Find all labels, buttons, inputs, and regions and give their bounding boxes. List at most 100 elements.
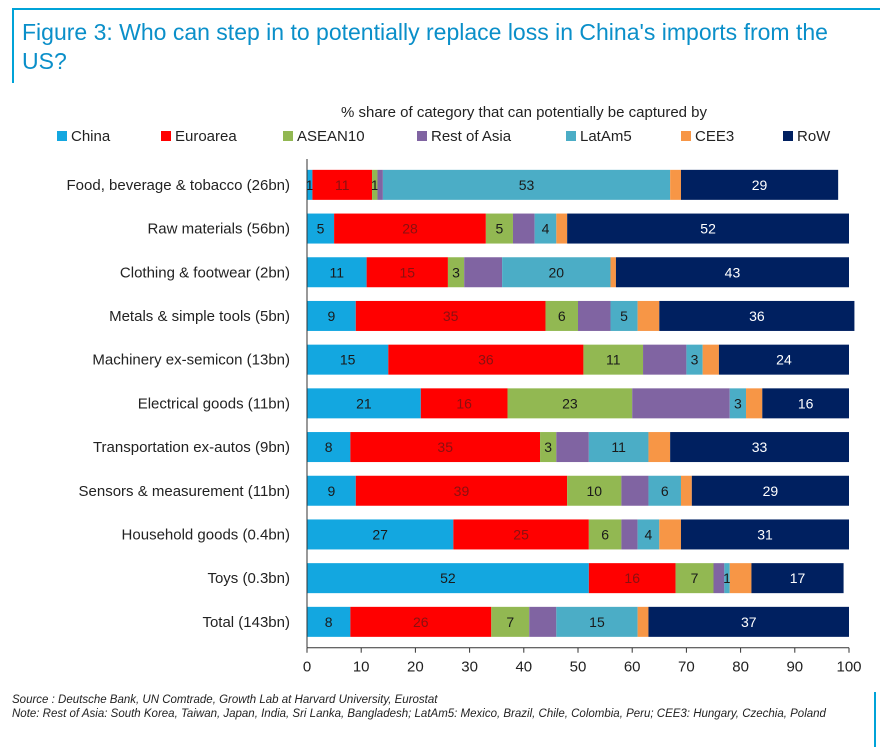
bar-asean10-5 [507,388,633,419]
data-label-euroarea-0: 11 [335,177,350,193]
x-tick-label-40: 40 [515,659,532,676]
x-tick-label-80: 80 [732,659,749,676]
data-label-latam5-8: 4 [645,526,653,542]
bar-asean10-7 [567,475,622,506]
legend-swatch-row [783,131,793,141]
legend-subtitle: % share of category that can potentially… [341,104,708,121]
data-label-row-9: 17 [790,570,806,586]
bar-asean10-4 [583,344,644,375]
data-label-row-1: 52 [700,221,716,237]
legend-label-row: RoW [797,128,831,145]
bar-latam5-6 [588,432,649,463]
bar-euroarea-5 [420,388,508,419]
x-tick-label-100: 100 [836,659,861,676]
bar-cee3-10 [637,606,649,637]
data-label-latam5-5: 3 [734,395,742,411]
bar-cee3-2 [610,257,616,288]
data-label-asean10-3: 6 [558,308,566,324]
bar-cee3-5 [746,388,763,419]
bar-euroarea-9 [588,563,676,594]
bar-cee3-6 [648,432,671,463]
bar-rest-of-asia-3 [578,300,611,331]
frame-left-rule [12,8,14,83]
bar-china-5 [307,388,421,419]
data-label-euroarea-1: 28 [402,221,418,237]
bar-euroarea-8 [453,519,589,550]
bar-asean10-2 [447,257,465,288]
category-label-sensors-measurement-11bn: Sensors & measurement (11bn) [79,483,291,500]
data-label-euroarea-5: 16 [456,395,472,411]
bar-china-6 [307,432,351,463]
legend-swatch-china [57,131,67,141]
bar-rest-of-asia-8 [621,519,638,550]
bar-rest-of-asia-6 [556,432,589,463]
data-label-latam5-2: 20 [549,264,565,280]
data-label-euroarea-4: 36 [478,352,494,368]
bar-latam5-5 [729,388,747,419]
bar-euroarea-1 [334,213,486,244]
bar-cee3-7 [680,475,692,506]
data-label-row-6: 33 [752,439,768,455]
bar-row-2 [615,257,849,288]
bar-rest-of-asia-9 [713,563,725,594]
data-label-latam5-10: 15 [589,614,605,630]
frame-bottom-rule [874,692,876,747]
data-label-row-8: 31 [757,526,773,542]
data-label-latam5-0: 53 [519,177,535,193]
bar-cee3-1 [556,213,568,244]
bar-asean10-8 [588,519,622,550]
data-label-euroarea-3: 35 [443,308,459,324]
bar-asean10-3 [545,300,578,331]
data-label-euroarea-7: 39 [454,483,470,499]
bar-row-1 [567,213,849,244]
legend-label-rest-of-asia: Rest of Asia [431,128,512,145]
data-label-asean10-1: 5 [496,221,504,237]
bar-euroarea-4 [388,344,584,375]
bar-row-10 [648,606,849,637]
x-tick-label-10: 10 [353,659,370,676]
x-tick-label-90: 90 [786,659,803,676]
bar-rest-of-asia-4 [643,344,687,375]
bar-china-4 [307,344,389,375]
data-label-row-2: 43 [725,264,741,280]
legend-label-latam5: LatAm5 [580,128,632,145]
data-label-euroarea-10: 26 [413,614,429,630]
data-label-asean10-0: 1 [371,177,379,193]
data-label-latam5-7: 6 [661,483,669,499]
data-label-china-6: 8 [325,439,333,455]
x-tick-label-60: 60 [624,659,641,676]
bar-euroarea-10 [350,606,492,637]
bar-rest-of-asia-2 [464,257,503,288]
data-label-asean10-2: 3 [452,264,460,280]
data-label-latam5-4: 3 [691,352,699,368]
legend-label-asean10: ASEAN10 [297,128,365,145]
bar-china-10 [307,606,351,637]
legend-label-china: China [71,128,111,145]
bar-row-0 [680,169,839,200]
data-label-china-4: 15 [340,352,356,368]
data-label-china-8: 27 [372,526,388,542]
bar-latam5-7 [648,475,681,506]
data-label-row-7: 29 [763,483,779,499]
legend-swatch-latam5 [566,131,576,141]
bar-cee3-0 [670,169,681,200]
data-label-asean10-8: 6 [601,526,609,542]
bar-latam5-1 [534,213,557,244]
bar-rest-of-asia-0 [377,169,383,200]
data-label-china-7: 9 [327,483,335,499]
bar-euroarea-7 [355,475,568,506]
bar-asean10-6 [540,432,557,463]
bar-row-5 [762,388,849,419]
bar-china-2 [307,257,367,288]
bar-latam5-0 [382,169,671,200]
category-label-machinery-ex-semicon-13bn: Machinery ex-semicon (13bn) [92,352,290,369]
x-tick-label-50: 50 [570,659,587,676]
data-label-row-4: 24 [776,352,792,368]
x-tick-label-20: 20 [407,659,424,676]
data-label-euroarea-9: 16 [624,570,640,586]
bar-row-3 [659,300,855,331]
category-label-transportation-ex-autos-9bn: Transportation ex-autos (9bn) [93,439,290,456]
bar-row-8 [680,519,849,550]
category-label-metals-simple-tools-5bn: Metals & simple tools (5bn) [109,308,290,325]
bar-china-0 [307,169,313,200]
